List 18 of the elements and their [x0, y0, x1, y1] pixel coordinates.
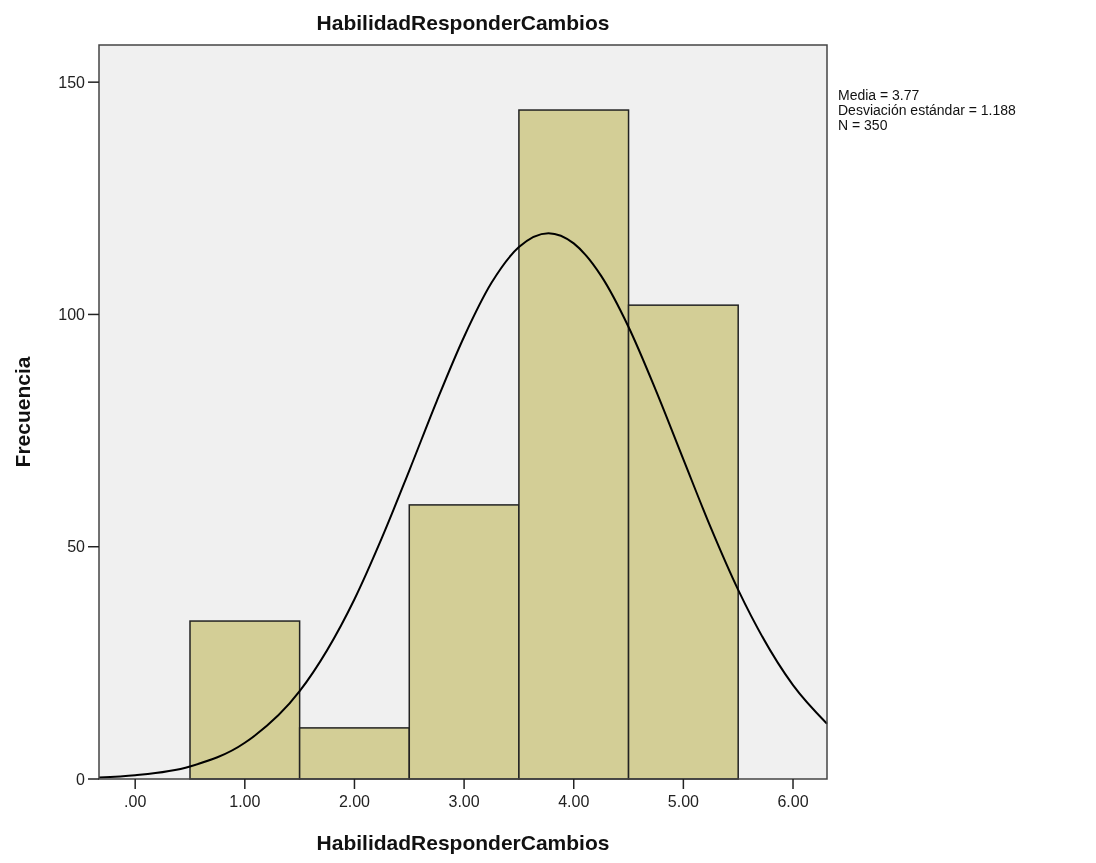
- text: Media = 3.77: [838, 87, 920, 103]
- text: Desviación estándar = 1.188: [838, 102, 1017, 118]
- line-series: [98, 232, 828, 779]
- chart-title: HabilidadResponderCambios: [316, 11, 610, 34]
- x-tick-label: 5.00: [667, 793, 700, 810]
- x-tick-label: 2.00: [338, 793, 371, 810]
- y-axis-title: Frecuencia: [11, 356, 34, 468]
- x-tick-label: 4.00: [558, 793, 590, 810]
- x-axis-title: HabilidadResponderCambios: [316, 831, 610, 854]
- x-tick-label: 3.00: [448, 793, 480, 810]
- x-tick-label: .00: [124, 793, 147, 810]
- y-tick-label: 0: [76, 770, 86, 788]
- x-tick-label: 1.00: [229, 793, 261, 810]
- text: N = 350: [838, 117, 888, 133]
- y-tick-label: 50: [67, 538, 86, 556]
- y-tick-label: 100: [58, 306, 86, 324]
- y-tick-label: 150: [58, 73, 86, 91]
- x-tick-label: 6.00: [777, 793, 809, 810]
